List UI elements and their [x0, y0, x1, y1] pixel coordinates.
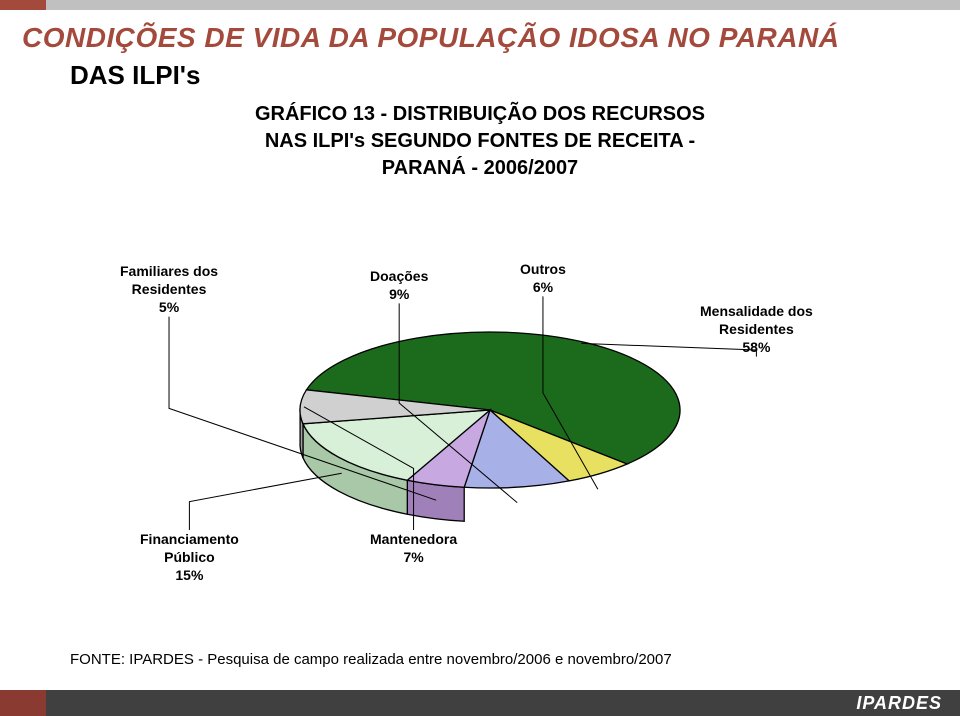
chart-title-line2: NAS ILPI's SEGUNDO FONTES DE RECEITA -: [265, 130, 695, 152]
header-bar: [0, 0, 960, 10]
leader-outros: [543, 296, 598, 489]
leader-doacoes: [399, 303, 517, 502]
chart-title: GRÁFICO 13 - DISTRIBUIÇÃO DOS RECURSOS N…: [0, 97, 960, 182]
leader-financiamento: [189, 473, 341, 530]
chart-title-line1: GRÁFICO 13 - DISTRIBUIÇÃO DOS RECURSOS: [255, 103, 705, 125]
label-familiares: Familiares dos Residentes 5%: [120, 262, 218, 317]
chart-title-line3: PARANÁ - 2006/2007: [382, 157, 578, 179]
label-financiamento: Financiamento Público 15%: [140, 530, 239, 585]
label-outros: Outros 6%: [520, 260, 566, 296]
leader-mantenedora: [304, 407, 414, 530]
label-mensalidade: Mensalidade dos Residentes 58%: [700, 302, 813, 357]
label-doacoes: Doações 9%: [370, 267, 428, 303]
source-note: FONTE: IPARDES - Pesquisa de campo reali…: [70, 651, 672, 668]
footer-main: IPARDES: [46, 690, 960, 716]
header-accent: [0, 0, 46, 10]
leader-familiares: [169, 317, 436, 501]
header-main: [46, 0, 960, 10]
label-mantenedora: Mantenedora 7%: [370, 530, 457, 566]
page-title: CONDIÇÕES DE VIDA DA POPULAÇÃO IDOSA NO …: [0, 10, 960, 58]
page-subtitle: DAS ILPI's: [0, 58, 960, 97]
footer-accent: [0, 690, 46, 716]
pie-chart: Mensalidade dos Residentes 58% Outros 6% D…: [0, 182, 960, 602]
logo-text: IPARDES: [856, 693, 942, 714]
footer-bar: IPARDES: [0, 690, 960, 716]
